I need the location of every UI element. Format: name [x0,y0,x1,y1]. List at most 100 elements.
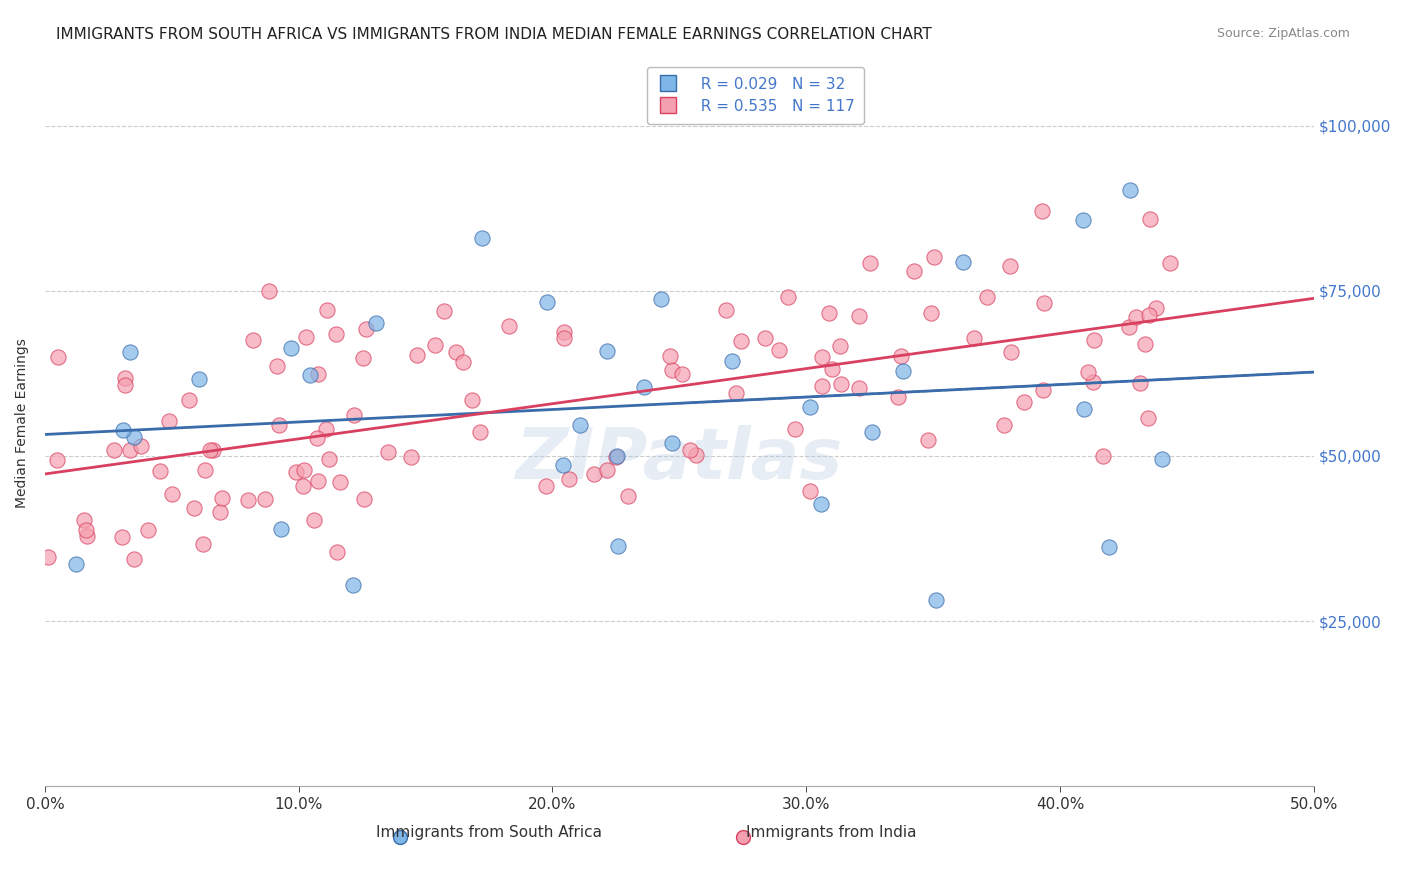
Point [1144,301,1167,316]
Point [114,371,136,385]
Point [236,493,259,508]
Point [270,522,292,536]
Point [120,442,142,457]
Point [257,284,280,298]
Point [1139,211,1161,226]
Point [553,325,575,339]
Point [952,255,974,269]
Point [768,343,790,358]
Point [103,442,125,457]
Point [551,458,574,472]
Point [891,364,914,378]
Point [534,479,557,493]
Point [211,491,233,505]
Point [922,251,945,265]
Point [470,231,492,245]
Point [595,344,617,359]
Text: ZIPatlas: ZIPatlas [516,425,844,494]
Point [553,331,575,345]
Text: Immigrants from South Africa: Immigrants from South Africa [375,825,602,840]
Y-axis label: Median Female Earnings: Median Female Earnings [15,338,30,508]
Point [633,380,655,394]
Point [342,578,364,592]
Point [242,333,264,347]
Point [799,400,821,414]
Point [343,409,366,423]
Point [685,448,707,462]
Point [307,474,329,488]
Point [46,452,69,467]
Point [962,331,984,345]
Point [810,497,832,511]
Point [811,350,834,364]
Point [993,417,1015,432]
Point [1118,320,1140,334]
Point [679,442,702,457]
Point [1032,383,1054,397]
Point [887,390,910,404]
Point [848,381,870,395]
Point [209,505,232,519]
Point [194,463,217,477]
Point [1073,213,1095,227]
Point [292,463,315,477]
Point [111,530,134,544]
Point [778,290,800,304]
Point [1125,310,1147,324]
Point [160,487,183,501]
Text: Immigrants from India: Immigrants from India [747,825,917,840]
Point [730,334,752,348]
Point [1137,308,1160,322]
Point [183,501,205,516]
Point [65,557,87,571]
Point [352,351,374,365]
Point [46,351,69,365]
Legend:   R = 0.029   N = 32,   R = 0.535   N = 117: R = 0.029 N = 32, R = 0.535 N = 117 [647,67,865,124]
Point [316,303,339,318]
Point [606,450,628,464]
Point [1077,365,1099,379]
Point [1129,376,1152,391]
Point [1119,183,1142,197]
Point [75,523,97,537]
Point [1033,295,1056,310]
Point [903,264,925,278]
Point [188,371,211,385]
Point [318,451,340,466]
Point [280,341,302,355]
Point [1150,452,1173,467]
Point [136,523,159,537]
Point [661,436,683,450]
Point [671,367,693,381]
Point [406,348,429,362]
Point [1136,411,1159,425]
Point [558,471,581,485]
Point [848,309,870,323]
Point [616,490,638,504]
Point [1031,204,1053,219]
Point [1012,395,1035,409]
Point [401,450,423,464]
Point [725,386,748,401]
Point [498,319,520,334]
Point [830,376,852,391]
Point [432,303,454,318]
Point [583,467,606,481]
Point [254,491,277,506]
Point [191,537,214,551]
Point [1097,540,1119,554]
Point [73,513,96,527]
Point [315,421,337,435]
Point [200,442,222,457]
Point [325,327,347,342]
Point [118,345,141,359]
Point [650,293,672,307]
Point [377,445,399,459]
Point [754,331,776,345]
Point [177,392,200,407]
Point [925,593,948,607]
Point [920,306,942,320]
Point [425,338,447,352]
Point [353,491,375,506]
Point [859,256,882,270]
